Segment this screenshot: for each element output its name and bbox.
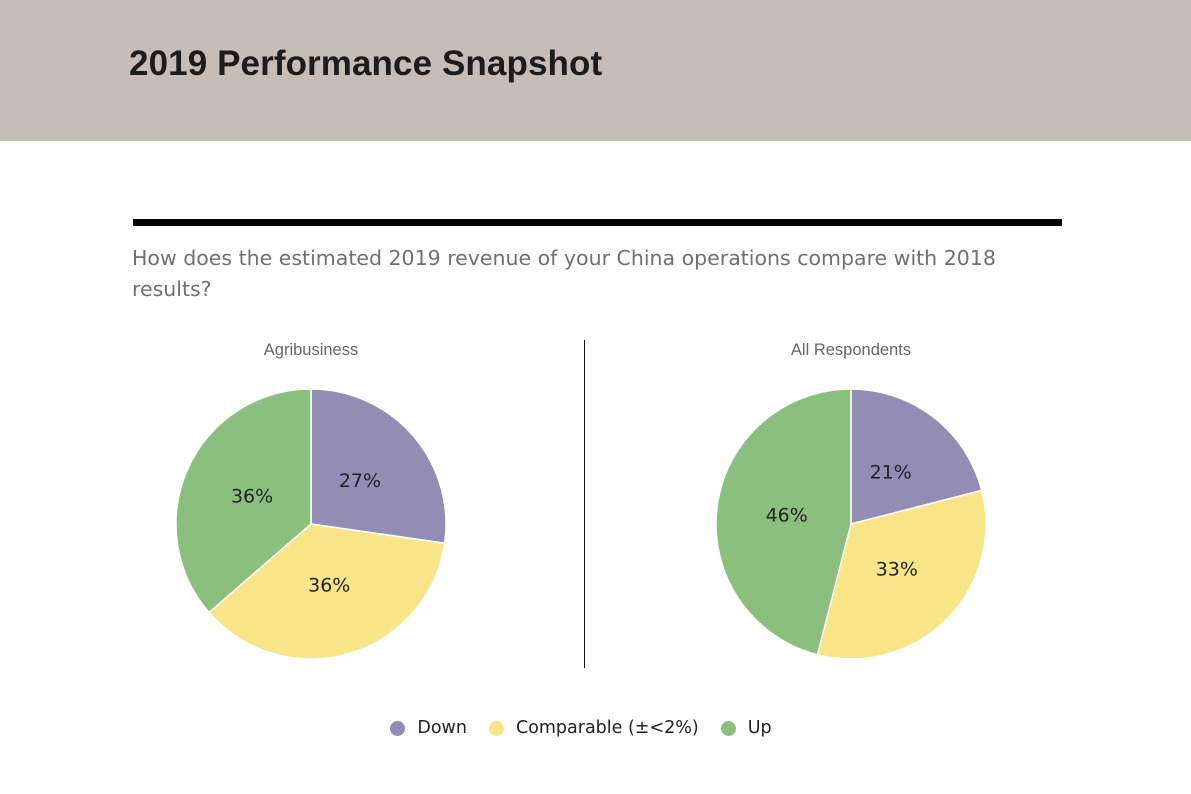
legend-item-comparable: Comparable (±<2%) bbox=[488, 718, 699, 738]
legend-swatch-down bbox=[390, 720, 406, 736]
pie-slice-label-comparable: 33% bbox=[876, 558, 918, 580]
header-band bbox=[0, 0, 1191, 141]
pie-slice-up bbox=[175, 388, 312, 614]
legend-swatch-up bbox=[720, 720, 736, 736]
section-rule bbox=[133, 219, 1062, 226]
pie-slice-up bbox=[715, 388, 852, 656]
page-title: 2019 Performance Snapshot bbox=[129, 44, 603, 83]
survey-question: How does the estimated 2019 revenue of y… bbox=[132, 246, 996, 301]
pie-slice-comparable bbox=[207, 523, 446, 660]
pie-agribusiness: Agribusiness 27% 36% 36% bbox=[175, 341, 447, 660]
legend-item-up: Up bbox=[720, 718, 772, 738]
pie-slice-label-down: 21% bbox=[870, 461, 912, 483]
pie-all-respondents: All Respondents 21% 33% 46% bbox=[715, 341, 987, 660]
legend-label-down: Down bbox=[417, 718, 467, 738]
legend-item-down: Down bbox=[390, 718, 467, 738]
legend-label-up: Up bbox=[747, 718, 772, 738]
pie-slice-label-up: 46% bbox=[766, 504, 808, 526]
pie-slice-comparable bbox=[816, 489, 987, 660]
pie-title: All Respondents bbox=[791, 341, 911, 359]
pie-slice-label-up: 36% bbox=[231, 486, 273, 508]
pie-slice-down bbox=[850, 388, 983, 525]
legend-label-comparable: Comparable (±<2%) bbox=[515, 718, 699, 738]
pie-slice-label-comparable: 36% bbox=[308, 575, 350, 597]
legend-swatch-comparable bbox=[488, 720, 504, 736]
pie-slice-label-down: 27% bbox=[339, 470, 381, 492]
legend: Down Comparable (±<2%) Up bbox=[0, 718, 1162, 738]
pie-slice-down bbox=[310, 388, 447, 545]
pie-title: Agribusiness bbox=[264, 341, 358, 359]
